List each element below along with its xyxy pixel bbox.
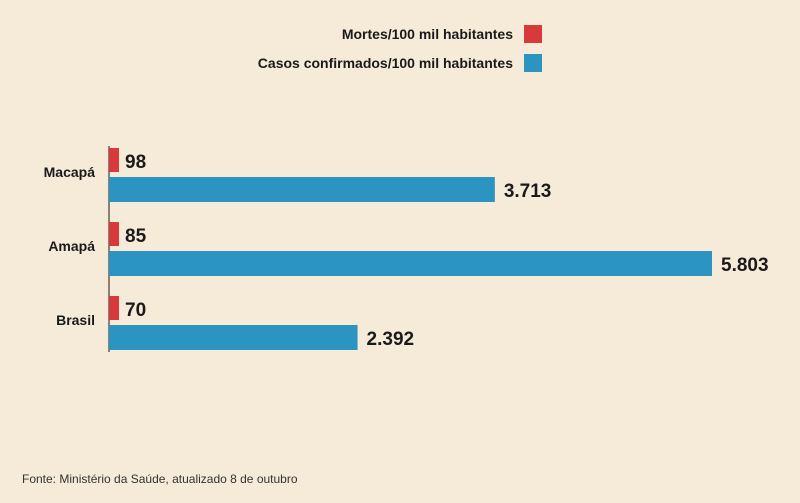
legend-swatch <box>524 54 542 72</box>
bar-cases <box>109 251 712 276</box>
value-label-cases: 2.392 <box>367 329 415 350</box>
legend-label: Mortes/100 mil habitantes <box>342 26 513 42</box>
legend: Mortes/100 mil habitantes Casos confirmad… <box>258 25 542 72</box>
category-label: Macapá <box>44 164 96 180</box>
bar-cases <box>109 177 495 202</box>
value-label-deaths: 98 <box>125 152 146 173</box>
value-label-deaths: 70 <box>125 300 146 321</box>
legend-label: Casos confirmados/100 mil habitantes <box>258 55 513 71</box>
category-label: Amapá <box>48 238 95 254</box>
value-label-cases: 3.713 <box>504 181 552 202</box>
bar-deaths <box>109 148 119 172</box>
bar-cases <box>109 325 358 350</box>
legend-swatch <box>524 25 542 43</box>
bar-deaths <box>109 222 119 246</box>
category-label: Brasil <box>56 312 95 328</box>
source-note: Fonte: Ministério da Saúde, atualizado 8… <box>22 472 298 486</box>
value-label-deaths: 85 <box>125 226 147 247</box>
bar-deaths <box>109 296 119 320</box>
value-label-cases: 5.803 <box>721 255 769 276</box>
bars: Macapá 98 3.713 Amapá 85 5.803 Brasil 70 2.392 <box>44 148 769 350</box>
